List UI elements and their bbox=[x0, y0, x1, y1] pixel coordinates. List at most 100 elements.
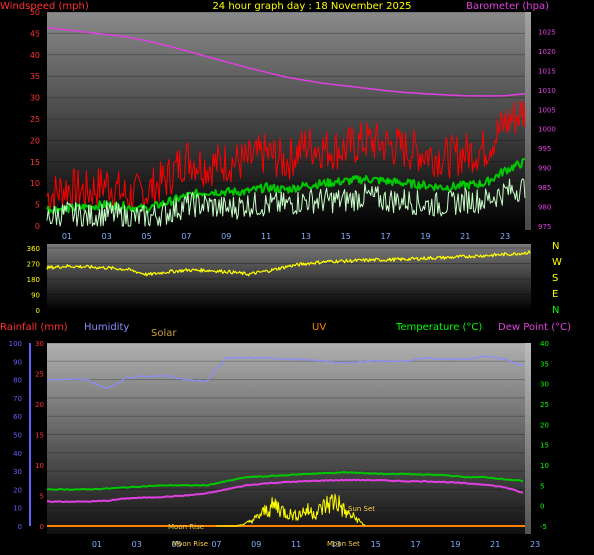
wind-avg-line bbox=[46, 158, 526, 215]
temp-y-tick: -5 bbox=[540, 523, 547, 531]
temp-x-tick: 13 bbox=[331, 540, 341, 549]
series-lines bbox=[46, 26, 531, 527]
direction-y-tick: 0 bbox=[36, 307, 40, 315]
rainfall-label: Rainfall (mm) bbox=[0, 322, 68, 333]
temp-x-tick: 15 bbox=[371, 540, 381, 549]
wind-x-tick: 01 bbox=[62, 232, 72, 241]
moon-rise-lower-annotation: Moon Rise bbox=[172, 540, 208, 548]
rain-y-tick: 0 bbox=[40, 523, 44, 531]
barometer-y-tick: 1020 bbox=[538, 48, 556, 56]
humidity-y-tick: 20 bbox=[13, 486, 22, 494]
wind-x-tick: 19 bbox=[420, 232, 430, 241]
wind-x-tick: 11 bbox=[261, 232, 271, 241]
humidity-y-tick: 40 bbox=[13, 450, 22, 458]
wind-y-tick: 5 bbox=[35, 201, 40, 210]
temp-x-tick: 17 bbox=[410, 540, 420, 549]
temp-y-tick: 30 bbox=[540, 381, 549, 389]
temp-x-tick: 09 bbox=[251, 540, 261, 549]
wind-x-tick: 15 bbox=[341, 232, 351, 241]
temp-y-tick: 25 bbox=[540, 401, 549, 409]
wind-y-tick: 25 bbox=[30, 115, 40, 124]
temperature-label: Temperature (°C) bbox=[395, 322, 482, 333]
direction-label-s: S bbox=[552, 273, 558, 284]
wind-y-tick: 20 bbox=[30, 136, 40, 145]
temp-y-tick: 15 bbox=[540, 442, 549, 450]
humidity-line bbox=[47, 355, 524, 389]
temp-x-tick: 21 bbox=[490, 540, 500, 549]
humidity-y-tick: 70 bbox=[13, 395, 22, 403]
direction-y-tick: 360 bbox=[27, 245, 40, 253]
wind-x-tick: 05 bbox=[141, 232, 151, 241]
wind-panel-bg bbox=[47, 12, 531, 230]
barometer-y-tick: 990 bbox=[538, 165, 551, 173]
right-axis-title: Barometer (hpa) bbox=[466, 1, 549, 12]
direction-label-n-top: N bbox=[552, 241, 559, 252]
barometer-y-tick: 1025 bbox=[538, 28, 556, 36]
rain-y-tick: 10 bbox=[35, 462, 44, 470]
wind-x-tick: 07 bbox=[181, 232, 191, 241]
barometer-y-tick: 1000 bbox=[538, 126, 556, 134]
moon-set-annotation: Moon Set bbox=[327, 540, 360, 548]
wind-y-tick: 40 bbox=[30, 51, 40, 60]
wind-y-tick: 45 bbox=[30, 29, 40, 38]
direction-label-w: W bbox=[552, 257, 562, 268]
humidity-label: Humidity bbox=[84, 322, 129, 333]
axis-labels: 0510152025303540455097598098599099510001… bbox=[9, 8, 556, 549]
humidity-y-tick: 80 bbox=[13, 377, 22, 385]
humidity-y-tick: 60 bbox=[13, 413, 22, 421]
barometer-y-tick: 975 bbox=[538, 223, 551, 231]
rain-y-tick: 25 bbox=[35, 371, 44, 379]
solar-label: Solar bbox=[151, 328, 177, 339]
direction-panel-bg bbox=[47, 244, 531, 310]
temp-y-tick: 20 bbox=[540, 421, 549, 429]
direction-y-tick: 270 bbox=[27, 261, 40, 269]
barometer-y-tick: 1015 bbox=[538, 67, 556, 75]
rain-y-tick: 15 bbox=[35, 432, 44, 440]
wind-speed-line bbox=[46, 178, 526, 227]
wind-x-tick: 17 bbox=[380, 232, 390, 241]
wind-y-tick: 50 bbox=[30, 8, 40, 17]
temp-x-tick: 03 bbox=[132, 540, 142, 549]
uv-label: UV bbox=[312, 322, 326, 333]
temp-y-tick: 10 bbox=[540, 462, 549, 470]
barometer-y-tick: 1010 bbox=[538, 87, 556, 95]
temp-y-tick: 35 bbox=[540, 360, 549, 368]
temp-x-tick: 23 bbox=[530, 540, 540, 549]
wind-x-tick: 21 bbox=[460, 232, 470, 241]
direction-y-tick: 180 bbox=[27, 276, 40, 284]
wind-right-strip bbox=[525, 12, 531, 230]
moon-rise-annotation: Moon Rise bbox=[168, 523, 204, 531]
dewpoint-line bbox=[47, 478, 524, 503]
wind-y-tick: 35 bbox=[30, 72, 40, 81]
temp-x-tick: 05 bbox=[171, 540, 181, 549]
rain-y-tick: 30 bbox=[35, 340, 44, 348]
wind-y-tick: 10 bbox=[30, 179, 40, 188]
barometer-line bbox=[46, 26, 526, 97]
direction-line bbox=[46, 250, 531, 277]
temp-x-tick: 01 bbox=[92, 540, 102, 549]
barometer-y-tick: 1005 bbox=[538, 106, 556, 114]
wind-x-tick: 09 bbox=[221, 232, 231, 241]
rain-y-tick: 20 bbox=[35, 401, 44, 409]
temp-y-tick: 40 bbox=[540, 340, 549, 348]
humidity-y-tick: 10 bbox=[13, 505, 22, 513]
wind-gust-line bbox=[46, 100, 526, 214]
solar-line bbox=[216, 493, 366, 527]
direction-label-e: E bbox=[552, 289, 558, 300]
temp-x-tick: 07 bbox=[211, 540, 221, 549]
temp-right-strip bbox=[525, 343, 531, 534]
barometer-y-tick: 980 bbox=[538, 204, 551, 212]
wind-y-tick: 30 bbox=[30, 94, 40, 103]
temp-y-tick: 0 bbox=[540, 503, 544, 511]
left-axis-title: Windspeed (mph) bbox=[0, 1, 89, 12]
chart-title: 24 hour graph day : 18 November 2025 bbox=[212, 1, 411, 12]
direction-label-n-bottom: N bbox=[552, 305, 559, 316]
wind-y-tick: 0 bbox=[35, 222, 40, 231]
temp-panel-bg bbox=[47, 343, 531, 534]
sun-set-annotation: Sun Set bbox=[348, 505, 375, 513]
dewpoint-label: Dew Point (°C) bbox=[498, 322, 571, 333]
direction-y-tick: 90 bbox=[31, 292, 40, 300]
temp-y-tick: 5 bbox=[540, 482, 544, 490]
humidity-y-tick: 0 bbox=[18, 523, 22, 531]
